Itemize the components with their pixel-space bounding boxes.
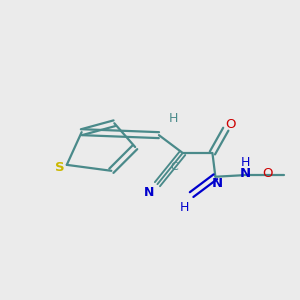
Text: N: N bbox=[144, 186, 154, 199]
Text: H: H bbox=[179, 202, 189, 214]
Text: N: N bbox=[240, 167, 251, 180]
Text: H: H bbox=[169, 112, 178, 125]
Text: H: H bbox=[241, 156, 250, 169]
Text: N: N bbox=[211, 177, 222, 190]
Text: O: O bbox=[263, 167, 273, 180]
Text: O: O bbox=[225, 118, 236, 131]
Text: C: C bbox=[171, 162, 178, 172]
Text: S: S bbox=[56, 161, 65, 174]
